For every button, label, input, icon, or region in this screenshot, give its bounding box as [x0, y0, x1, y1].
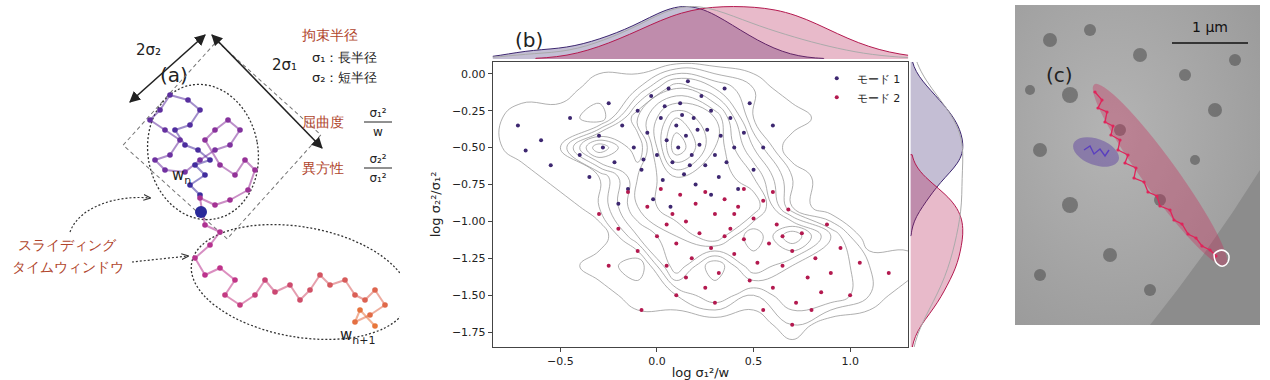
svg-text:(a): (a) — [160, 63, 188, 87]
svg-text:−0.50: −0.50 — [452, 141, 486, 154]
svg-text:拘束半径: 拘束半径 — [302, 27, 358, 43]
svg-text:−0.5: −0.5 — [547, 355, 574, 368]
svg-text:2σ₁: 2σ₁ — [272, 56, 297, 74]
svg-text:1 μm: 1 μm — [1192, 19, 1228, 35]
svg-text:1.0: 1.0 — [841, 355, 859, 368]
svg-text:σ₂：短半径: σ₂：短半径 — [312, 70, 377, 85]
svg-text:スライディング: スライディング — [18, 237, 117, 253]
svg-text:σ₂²: σ₂² — [369, 152, 386, 166]
svg-text:−0.25: −0.25 — [452, 105, 486, 118]
html-text:(b): (b) — [515, 28, 544, 52]
svg-text:−0.75: −0.75 — [452, 178, 486, 191]
svg-text:wn+1: wn+1 — [340, 326, 375, 347]
svg-text:タイムウィンドウ: タイムウィンドウ — [12, 259, 124, 275]
svg-text:log σ₁²/w: log σ₁²/w — [672, 365, 730, 380]
svg-text:0.00: 0.00 — [461, 68, 486, 81]
svg-text:(c): (c) — [1046, 63, 1073, 87]
svg-text:2σ₂: 2σ₂ — [136, 41, 161, 59]
svg-text:屈曲度: 屈曲度 — [302, 114, 344, 130]
svg-text:−1.25: −1.25 — [452, 252, 486, 265]
svg-text:−1.00: −1.00 — [452, 215, 486, 228]
svg-text:σ₁：長半径: σ₁：長半径 — [312, 50, 377, 65]
svg-text:log σ₂²/σ₁²: log σ₂²/σ₁² — [428, 172, 443, 238]
svg-text:モード 1: モード 1 — [857, 73, 901, 86]
svg-text:−1.75: −1.75 — [452, 326, 486, 339]
svg-text:σ₁²: σ₁² — [369, 106, 386, 120]
svg-text:w: w — [373, 125, 383, 139]
svg-text:モード 2: モード 2 — [857, 92, 901, 105]
svg-text:σ₁²: σ₁² — [369, 171, 386, 185]
svg-text:−1.50: −1.50 — [452, 289, 486, 302]
svg-text:0.5: 0.5 — [745, 355, 763, 368]
svg-text:0.0: 0.0 — [648, 355, 666, 368]
svg-text:wn: wn — [172, 166, 191, 187]
svg-text:異方性: 異方性 — [302, 160, 344, 176]
